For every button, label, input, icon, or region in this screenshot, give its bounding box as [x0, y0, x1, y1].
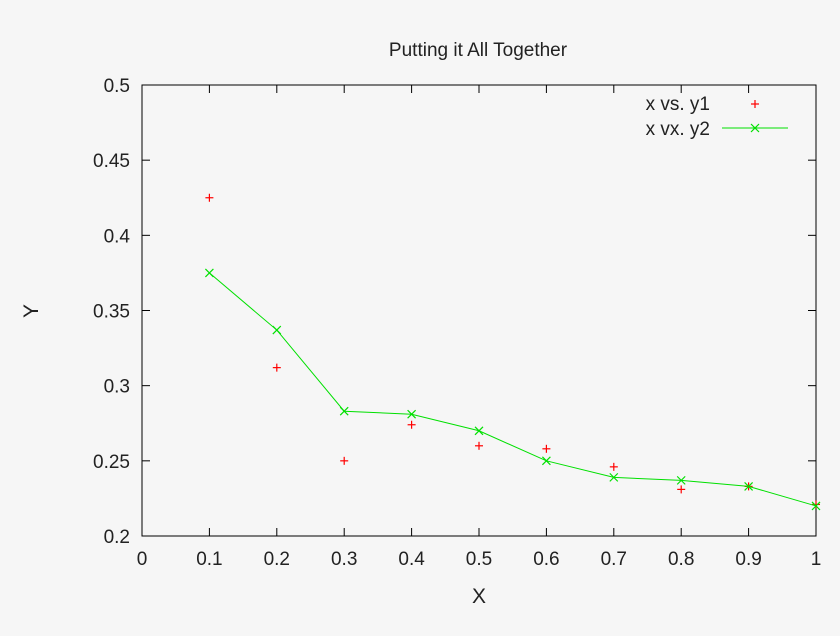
y-axis-label: Y	[20, 304, 43, 318]
y-tick-label: 0.45	[93, 151, 130, 172]
data-point-y1	[812, 500, 820, 509]
x-tick-label: 0	[137, 549, 148, 570]
legend-sample-y2	[722, 123, 788, 133]
marker-stroke	[339, 406, 349, 416]
data-point-y1	[205, 193, 214, 202]
data-point-y2	[609, 472, 619, 482]
x-tick-label: 0.5	[466, 549, 492, 570]
marker-stroke	[750, 123, 760, 133]
y-tick-label: 0.3	[104, 377, 130, 398]
marker-stroke	[272, 325, 282, 335]
data-point-y2	[744, 481, 754, 491]
x-tick-label: 0.9	[735, 549, 761, 570]
x-tick-label: 0.3	[331, 549, 357, 570]
data-point-y2	[272, 325, 282, 335]
x-tick-label: 0.7	[601, 549, 627, 570]
legend: x vs. y1 x vx. y2	[646, 94, 788, 140]
y-tick-label: 0.25	[93, 452, 130, 473]
data-point-y1	[609, 462, 618, 471]
x-tick-label: 0.8	[668, 549, 694, 570]
plot-area	[204, 193, 821, 511]
data-point-y2	[407, 409, 417, 419]
marker-stroke	[811, 501, 821, 511]
marker-stroke	[474, 426, 484, 436]
series-1	[205, 193, 820, 509]
series-2	[204, 268, 821, 511]
x-tick-label: 0.2	[264, 549, 290, 570]
legend-marker-y2	[750, 123, 760, 133]
data-point-y2	[204, 268, 214, 278]
marker-stroke	[204, 268, 214, 278]
data-point-y2	[339, 406, 349, 416]
data-point-y2	[811, 501, 821, 511]
marker-stroke	[744, 481, 754, 491]
marker-stroke	[407, 409, 417, 419]
y-tick-label: 0.35	[93, 302, 130, 323]
legend-label-y1: x vs. y1	[646, 94, 710, 115]
data-point-y2	[474, 426, 484, 436]
legend-label-y2: x vx. y2	[646, 119, 710, 140]
legend-marker-y1	[751, 100, 759, 108]
data-point-y1	[272, 363, 281, 372]
marker-stroke	[541, 456, 551, 466]
y-tick-label: 0.4	[104, 226, 131, 247]
y-tick-label: 0.2	[104, 527, 130, 548]
data-point-y2	[676, 475, 686, 485]
x-tick-label: 0.6	[533, 549, 559, 570]
data-point-y1	[542, 444, 551, 453]
series-line-y2	[209, 272, 817, 507]
y-axis: 0.2 0.25 0.3 0.35 0.4 0.45 0.5	[93, 76, 816, 548]
x-tick-label: 0.4	[398, 549, 425, 570]
data-point-y1	[407, 420, 416, 429]
marker-stroke	[609, 472, 619, 482]
x-tick-label: 0.1	[196, 549, 222, 570]
data-point-y1	[340, 456, 349, 465]
marker-stroke	[676, 475, 686, 485]
x-tick-label: 1	[811, 549, 822, 570]
y-tick-label: 0.5	[104, 76, 130, 97]
x-axis-label: X	[472, 585, 486, 608]
data-point-y1	[677, 485, 686, 494]
x-axis: 0 0.1 0.2 0.3 0.4 0.5 0.6 0.7 0.8 0.9 1	[137, 85, 822, 570]
data-point-y1	[475, 441, 483, 450]
plot-frame	[141, 84, 817, 537]
legend-sample-y1	[751, 100, 759, 108]
chart-title: Putting it All Together	[389, 40, 568, 61]
data-point-y2	[541, 456, 551, 466]
